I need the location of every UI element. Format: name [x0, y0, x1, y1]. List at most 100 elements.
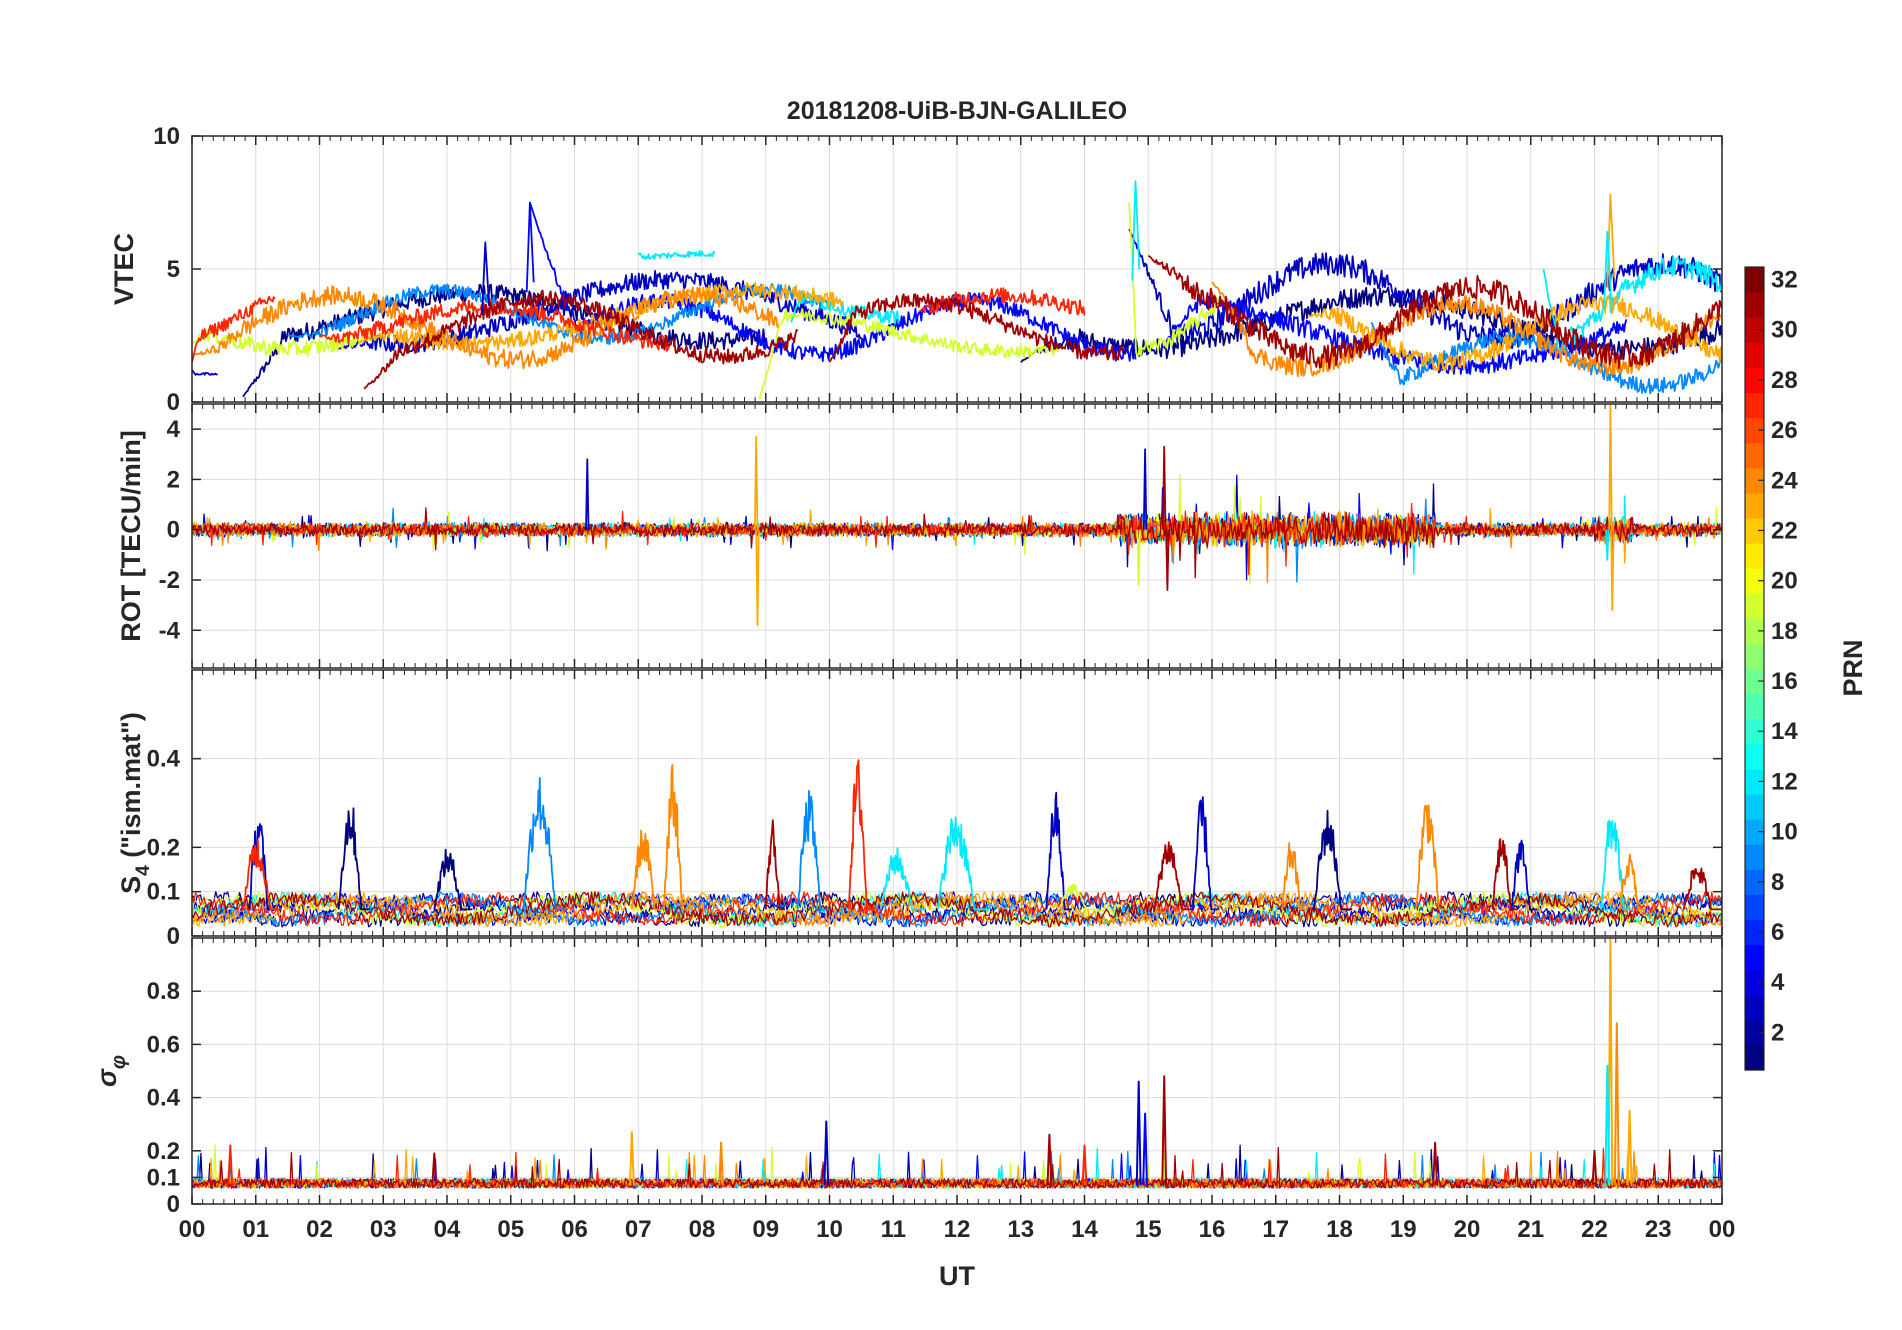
- s4-burst-prn-3: [1192, 796, 1219, 911]
- s4-series-prn-31: [192, 891, 1722, 928]
- y-tick-label: 0: [167, 517, 180, 544]
- vtec-xtickmarks: [191, 136, 1723, 402]
- vtec-series-prn-24: [192, 285, 780, 370]
- rot-ylabel: ROT [TECU/min]: [116, 430, 146, 641]
- x-tick-label: 14: [1071, 1216, 1098, 1243]
- s4-burst-prn-9: [796, 790, 830, 911]
- s4-burst-prn-1: [1313, 809, 1353, 911]
- sigma-yticks: 00.10.2 0.4 0.6 0.8: [147, 978, 1722, 1218]
- colorbar-band: [1745, 543, 1764, 569]
- colorbar-band: [1745, 492, 1764, 519]
- vtec-yticks: 0 5 10: [153, 123, 1722, 416]
- sigma-series-prn-31: [192, 1144, 1722, 1189]
- colorbar-tick-label: 6: [1771, 919, 1784, 946]
- colorbar-tick-label: 32: [1771, 267, 1798, 294]
- y-tick-label: 0: [167, 389, 180, 416]
- y-tick-label: 10: [153, 123, 180, 150]
- sigma-spike: [431, 1152, 438, 1186]
- colorbar-tick-label: 24: [1771, 467, 1798, 494]
- y-tick-label: 0: [167, 1191, 180, 1218]
- colorbar-band: [1745, 392, 1764, 419]
- x-tick-label: 22: [1581, 1216, 1608, 1243]
- colorbar-band: [1745, 1044, 1764, 1071]
- s4-burst-prn-12: [937, 816, 990, 911]
- y-tick-label: 0.1: [147, 1164, 180, 1191]
- x-axis-label: UT: [939, 1261, 975, 1291]
- s4-burst-prn-12: [879, 847, 926, 911]
- x-tick-label: 19: [1390, 1216, 1417, 1243]
- y-tick-label: 0.2: [147, 1138, 180, 1165]
- x-tick-label: 00: [179, 1216, 206, 1243]
- s4-panel: 0 0.1 0.2 0.4 S4 ("ism.mat"): [116, 669, 1723, 950]
- s4-ylabel-main: S: [116, 876, 146, 894]
- colorbar-band: [1745, 1019, 1764, 1046]
- y-tick-label: 0.1: [147, 879, 180, 906]
- x-tick-label: 03: [370, 1216, 397, 1243]
- y-tick-label: 0.4: [147, 746, 181, 773]
- y-tick-label: 0.6: [147, 1031, 180, 1058]
- sigma-spike: [1607, 938, 1614, 1186]
- colorbar-tick-label: 30: [1771, 317, 1798, 344]
- sigma-spike: [1135, 1080, 1142, 1186]
- colorbar-band: [1745, 768, 1764, 795]
- colorbar-band: [1745, 718, 1764, 745]
- y-tick-label: 4: [167, 416, 181, 443]
- y-tick-label: 0: [167, 923, 180, 950]
- vtec-series-prn-3: [192, 369, 218, 376]
- colorbar-frame: [1744, 266, 1765, 1071]
- x-tick-label: 07: [625, 1216, 652, 1243]
- y-tick-label: 0.8: [147, 978, 180, 1005]
- x-tick-label: 10: [816, 1216, 843, 1243]
- colorbar-band: [1745, 517, 1764, 544]
- x-tick-label: 06: [561, 1216, 588, 1243]
- s4-burst-prn-19: [1058, 883, 1098, 911]
- x-tick-label: 23: [1645, 1216, 1672, 1243]
- s4-burst-prn-31: [764, 819, 786, 911]
- rot-panel: -4 -2 0 2 4 ROT [TECU/min]: [116, 403, 1723, 669]
- x-tick-label: 15: [1135, 1216, 1162, 1243]
- s4-ylabel-rest: ("ism.mat"): [116, 712, 146, 865]
- y-tick-label: 0.2: [147, 834, 180, 861]
- rot-spike: [1136, 529, 1141, 586]
- colorbar-tick-label: 10: [1771, 819, 1798, 846]
- colorbar-tick-label: 4: [1771, 969, 1785, 996]
- x-tick-label: 01: [242, 1216, 269, 1243]
- x-tick-label: 17: [1262, 1216, 1289, 1243]
- s4-burst-prn-24: [662, 764, 690, 911]
- sigma-spike: [1161, 1075, 1168, 1186]
- chart-title: 20181208-UiB-BJN-GALILEO: [787, 97, 1127, 125]
- vtec-spike: [1131, 180, 1141, 281]
- vtec-series-prn-31: [828, 293, 1124, 363]
- y-tick-label: -4: [159, 617, 181, 644]
- x-tick-label: 08: [689, 1216, 716, 1243]
- rot-spike: [1608, 404, 1613, 530]
- colorbar-tick-label: 2: [1771, 1019, 1784, 1046]
- rot-spike: [1605, 529, 1610, 561]
- sigma-lines: [192, 938, 1722, 1189]
- vtec-series-prn-31: [1147, 254, 1722, 370]
- colorbar-band: [1745, 919, 1764, 946]
- rot-spike: [1165, 529, 1170, 591]
- s4-ylabel-sub: 4: [133, 865, 154, 876]
- colorbar-band: [1745, 793, 1764, 820]
- x-tick-label: 04: [434, 1216, 461, 1243]
- colorbar-tick-label: 16: [1771, 668, 1798, 695]
- colorbar-band: [1745, 944, 1764, 971]
- s4-burst-prn-24: [1281, 842, 1308, 911]
- sigma-ylabel-main: σ: [92, 1068, 122, 1087]
- s4-burst-prn-31: [1491, 838, 1519, 911]
- sigma-ylabel-sub: φ: [108, 1055, 130, 1069]
- rot-spike: [755, 529, 760, 627]
- rot-series-prn-27: [192, 502, 1722, 576]
- colorbar-band: [1745, 994, 1764, 1021]
- vtec-spike: [1603, 230, 1612, 309]
- sigma-spike: [1081, 1144, 1088, 1186]
- colorbar-band: [1745, 267, 1764, 293]
- y-tick-label: 2: [167, 466, 180, 493]
- s4-burst-prn-31: [1153, 841, 1194, 911]
- colorbar-band: [1745, 743, 1764, 770]
- colorbar-tick-label: 20: [1771, 568, 1798, 595]
- s4-burst-prn-1: [337, 807, 371, 911]
